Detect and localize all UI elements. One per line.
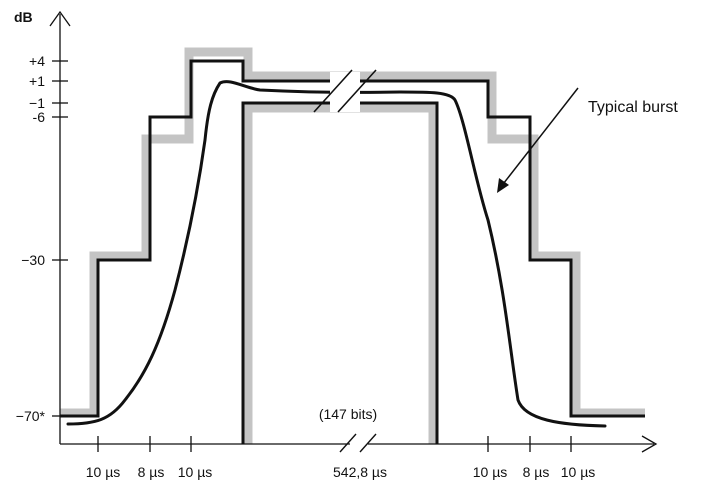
y-tick-label: −1 [29, 95, 45, 111]
x-tick-label: 8 µs [523, 464, 550, 480]
y-axis [49, 10, 71, 444]
x-axis-labels: 10 µs 8 µs 10 µs 542,8 µs 10 µs 8 µs 10 … [86, 464, 596, 480]
x-tick-label: 8 µs [138, 464, 165, 480]
y-tick-label: +4 [29, 53, 45, 69]
burst-pointer-arrowhead-icon [497, 178, 509, 193]
y-axis-labels: dB +4 +1 −1 -6 −30 −70* [14, 9, 46, 424]
burst-pointer-arrow [497, 87, 579, 193]
y-tick-label: -6 [33, 109, 46, 125]
y-axis-arrow-icon [49, 10, 71, 27]
x-tick-label: 10 µs [178, 464, 213, 480]
burst-label: Typical burst [588, 99, 678, 116]
x-axis-break-slash-1 [339, 433, 357, 453]
break-slash-top-1 [313, 69, 353, 113]
y-unit-label: dB [14, 9, 33, 25]
x-axis-arrow-icon [641, 435, 658, 453]
x-tick-label: 10 µs [86, 464, 121, 480]
gray-lower-mask [243, 103, 438, 444]
y-tick-label: +1 [29, 73, 45, 89]
x-axis [60, 433, 658, 453]
y-tick-label: −70* [16, 408, 46, 424]
x-tick-label: 10 µs [473, 464, 508, 480]
lower-limit-line [241, 101, 439, 444]
gray-upper-mask [60, 47, 645, 418]
break-slash-top-2 [337, 69, 377, 113]
upper-limit-line [60, 59, 645, 418]
y-tick-label: −30 [21, 252, 45, 268]
x-tick-label: 10 µs [561, 464, 596, 480]
x-axis-ticks [97, 436, 572, 452]
break-marks [313, 69, 377, 113]
typical-burst-curve [66, 80, 607, 428]
burst-pointer-line [499, 87, 579, 189]
x-tick-label: 542,8 µs [333, 464, 387, 480]
y-axis-ticks [52, 60, 68, 417]
x-axis-break-slash-2 [359, 433, 377, 453]
bits-annotation: (147 bits) [319, 406, 377, 422]
